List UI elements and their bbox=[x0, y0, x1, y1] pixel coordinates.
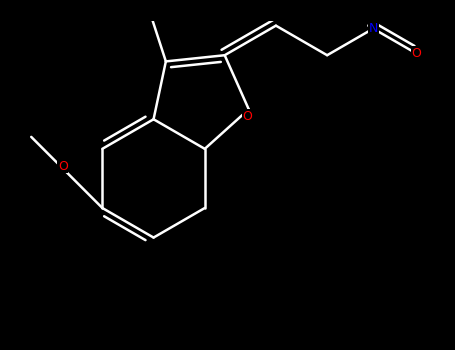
Text: O: O bbox=[58, 160, 68, 173]
Text: O: O bbox=[411, 47, 421, 60]
Text: N: N bbox=[369, 22, 378, 35]
Text: O: O bbox=[243, 110, 253, 122]
